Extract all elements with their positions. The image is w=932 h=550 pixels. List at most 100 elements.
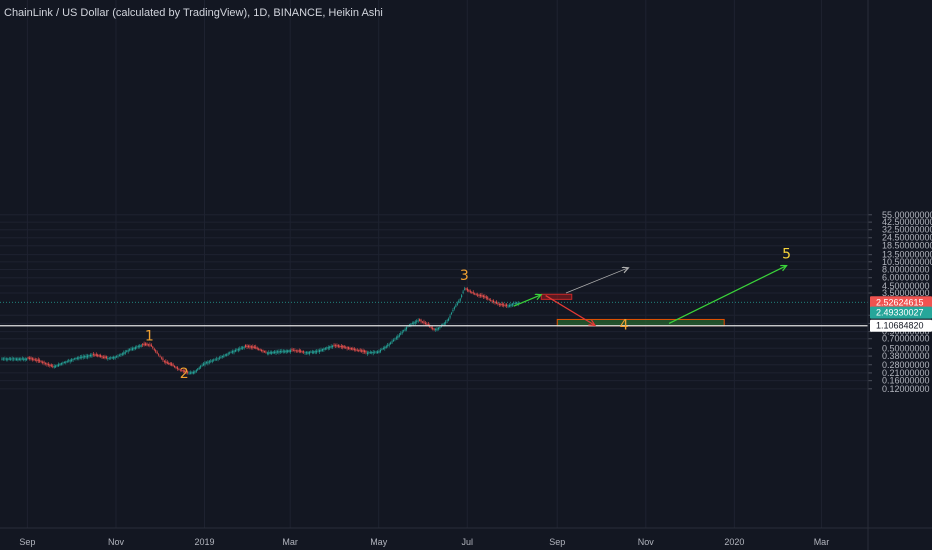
candle-body [8,358,10,360]
x-tick-label: Nov [108,537,125,547]
candle-body [216,358,218,360]
candle-body [208,361,210,363]
candle-body [379,350,381,352]
y-tick-label: 3.50000000 [882,288,930,298]
candle-body [301,351,303,353]
y-tick-label: 0.12000000 [882,384,930,394]
candle-body [188,372,190,374]
candle-body [394,338,396,340]
candle-body [217,358,219,360]
y-tick-label: 0.21000000 [882,368,930,378]
candle-body [194,371,196,373]
candle-body [111,357,113,359]
candle-body [52,365,54,367]
candle-body [426,323,428,325]
candle-body [239,348,241,351]
candle-body [168,363,170,365]
candle-body [292,349,294,351]
candle-body [432,327,434,330]
candle-body [495,301,497,304]
candle-body [200,366,202,368]
candle-body [275,351,277,354]
candle-body [133,347,135,350]
candle-body [184,370,186,373]
candle-body [50,364,52,367]
candle-body [47,363,49,366]
candle-body [455,305,457,307]
candle-body [152,346,154,349]
candle-body [392,339,395,341]
candle-body [353,348,355,351]
candle-body [487,297,489,300]
candle-body [501,303,503,306]
candle-body [490,299,492,301]
candle-body [220,356,222,359]
candle-body [374,351,376,353]
arrow-grey-up [565,268,628,294]
candle-body [76,357,78,359]
candle-body [314,350,316,353]
candle-body [131,348,134,350]
y-tick-label: 42.50000000 [882,217,932,227]
candle-body [150,344,152,347]
candle-body [17,358,19,361]
candle-body [324,347,326,350]
candle-body [30,357,32,360]
candle-body [414,321,416,324]
candle-body [358,350,360,352]
candle-body [259,349,261,351]
candle-body [255,346,257,349]
candle-body [172,364,174,367]
candle-body [66,361,68,362]
candle-body [160,357,163,359]
candle-body [287,350,289,353]
candle-body [13,358,15,360]
candle-body [311,351,313,353]
candle-body [127,349,129,352]
candle-body [165,360,167,364]
candle-body [366,352,368,355]
candle-body [263,351,265,353]
candle-body [446,320,448,322]
candle-body [11,358,13,360]
candle-body [113,356,115,359]
candle-body [95,353,97,356]
candle-body [40,361,42,363]
candle-body [474,293,476,295]
y-tick-label: 0.50000000 [882,343,930,353]
candle-body [62,362,64,364]
candle-body [316,350,318,353]
candle-body [423,321,425,324]
x-tick-label: Mar [814,537,830,547]
candle-body [352,348,354,350]
candle-body [249,345,251,348]
candle-body [89,354,91,357]
candle-body [56,364,58,366]
green-support-zone [556,318,725,327]
candle-body [448,318,450,321]
x-tick-label: Nov [638,537,655,547]
candle-body [485,296,487,299]
wave-label-5: 5 [782,246,791,262]
y-tick-label: 24.50000000 [882,233,932,243]
candle-body [2,358,4,360]
candle-body [227,353,229,355]
price-badge-label: 1.10684820 [876,321,924,331]
candle-body [110,357,112,359]
candle-body [114,356,116,359]
candle-body [102,356,105,358]
candle-body [126,350,128,352]
y-tick-label: 18.50000000 [882,241,932,251]
candle-body [108,357,110,359]
candle-body [478,294,480,296]
candle-body [355,349,357,351]
candle-body [55,365,57,368]
candle-body [284,350,286,353]
candle-body [319,350,321,353]
candle-body [475,293,477,295]
candle-body [466,288,468,291]
candle-body [174,365,176,368]
wave-label-4: 4 [620,317,629,333]
candle-body [261,349,263,351]
candle-body [497,302,499,305]
